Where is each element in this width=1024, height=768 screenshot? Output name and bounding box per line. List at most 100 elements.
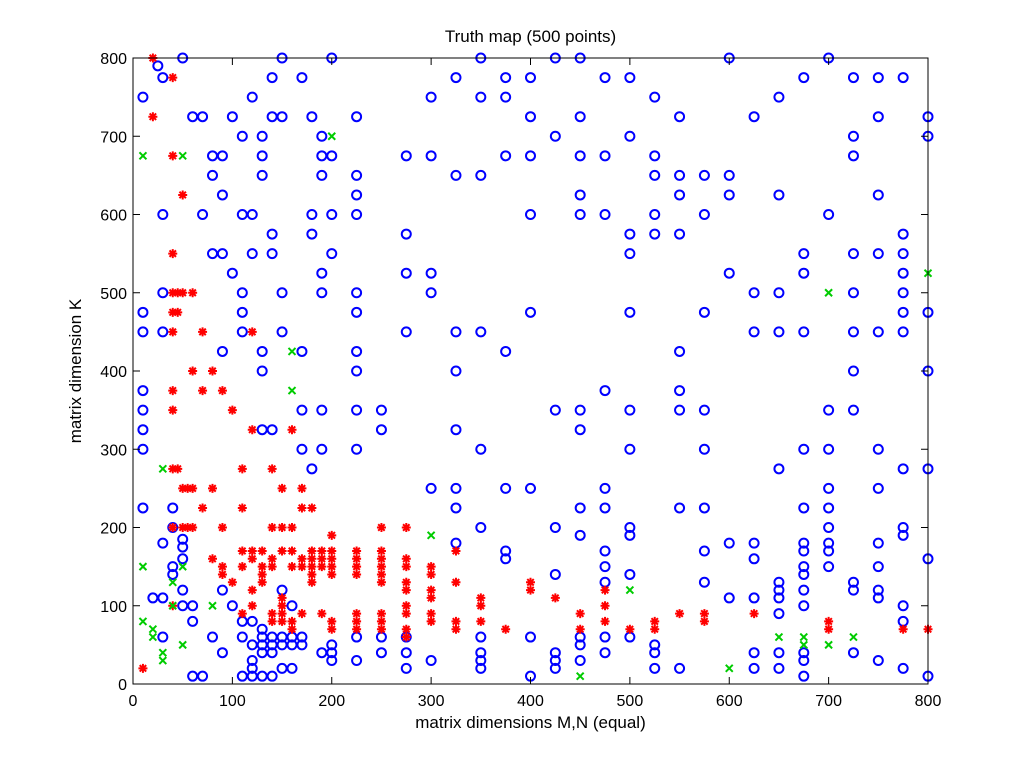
- data-point-star: [178, 483, 188, 493]
- data-point-star: [898, 624, 908, 634]
- data-point-circle: [226, 267, 238, 279]
- data-point-circle: [823, 482, 835, 494]
- data-point-circle: [266, 72, 278, 84]
- data-point-x: [575, 671, 585, 681]
- data-point-star: [208, 554, 217, 564]
- data-point-circle: [137, 91, 149, 103]
- data-point-circle: [599, 561, 611, 573]
- data-point-circle: [574, 639, 586, 651]
- data-point-star: [352, 546, 362, 556]
- data-point-circle: [897, 662, 909, 674]
- data-point-circle: [157, 326, 169, 338]
- data-point-circle: [475, 631, 487, 643]
- data-point-circle: [872, 655, 884, 667]
- data-point-circle: [351, 631, 363, 643]
- data-point-circle: [823, 443, 835, 455]
- data-point-circle: [450, 482, 462, 494]
- data-point-star: [257, 569, 267, 579]
- data-point-x: [208, 601, 217, 610]
- data-point-star: [307, 554, 317, 564]
- data-point-circle: [236, 326, 248, 338]
- data-point-circle: [872, 326, 884, 338]
- data-point-circle: [236, 306, 248, 318]
- data-point-circle: [500, 91, 512, 103]
- data-point-circle: [187, 600, 199, 612]
- data-point-x: [168, 578, 177, 587]
- data-point-star: [208, 483, 217, 493]
- data-point-star: [451, 616, 461, 626]
- data-point-circle: [246, 662, 258, 674]
- data-point-circle: [326, 150, 338, 162]
- data-point-circle: [649, 91, 661, 103]
- data-point-circle: [847, 130, 859, 142]
- data-point-circle: [599, 209, 611, 220]
- data-point-circle: [316, 404, 328, 416]
- data-point-star: [699, 609, 709, 619]
- data-point-x: [138, 617, 148, 626]
- data-point-circle: [296, 345, 308, 357]
- data-point-circle: [897, 326, 909, 338]
- data-point-circle: [400, 662, 412, 674]
- data-point-circle: [847, 287, 859, 299]
- data-point-x: [774, 632, 784, 642]
- data-point-star: [824, 616, 834, 626]
- data-point-circle: [847, 248, 859, 260]
- x-tick-label: 0: [129, 693, 138, 710]
- data-point-circle: [574, 529, 586, 541]
- data-point-star: [287, 546, 297, 556]
- data-point-star: [352, 609, 362, 619]
- data-point-star: [247, 327, 257, 337]
- data-point-star: [168, 327, 178, 337]
- data-point-star: [257, 562, 267, 572]
- data-point-star: [247, 554, 257, 564]
- data-point-circle: [167, 561, 179, 573]
- data-point-circle: [748, 592, 760, 604]
- data-point-circle: [599, 545, 611, 557]
- data-point-star: [237, 562, 247, 572]
- data-point-circle: [316, 130, 328, 142]
- data-point-circle: [549, 568, 561, 580]
- data-point-star: [237, 464, 247, 474]
- data-point-x: [178, 640, 187, 650]
- data-point-circle: [256, 670, 268, 682]
- data-point-circle: [475, 326, 487, 338]
- data-point-circle: [599, 576, 611, 588]
- data-point-star: [401, 562, 411, 572]
- data-point-circle: [574, 655, 586, 667]
- data-point-circle: [574, 502, 586, 514]
- data-point-circle: [276, 584, 288, 596]
- data-point-star: [426, 569, 436, 579]
- data-point-circle: [649, 150, 661, 162]
- data-point-circle: [256, 623, 268, 635]
- data-point-star: [188, 483, 198, 493]
- data-point-star: [327, 546, 337, 556]
- data-point-star: [401, 554, 411, 564]
- data-point-circle: [236, 670, 248, 682]
- data-point-circle: [450, 424, 462, 436]
- data-point-star: [257, 577, 267, 587]
- data-point-star: [287, 523, 297, 532]
- data-point-star: [401, 624, 411, 634]
- data-point-circle: [574, 189, 586, 201]
- data-point-circle: [723, 169, 735, 181]
- data-point-circle: [624, 631, 636, 643]
- data-point-circle: [674, 404, 686, 416]
- data-point-star: [237, 609, 247, 619]
- data-point-circle: [525, 150, 536, 162]
- data-point-star: [317, 554, 327, 564]
- data-point-circle: [157, 209, 169, 220]
- data-point-star: [168, 523, 178, 532]
- x-tick-label: 600: [716, 693, 743, 710]
- data-point-star: [625, 624, 635, 634]
- data-point-circle: [256, 424, 268, 436]
- data-point-circle: [624, 443, 636, 455]
- data-point-circle: [798, 267, 810, 279]
- data-point-star: [297, 609, 307, 619]
- data-point-star: [575, 609, 585, 619]
- data-point-circle: [266, 647, 278, 659]
- data-point-star: [267, 609, 277, 619]
- data-point-circle: [207, 150, 218, 162]
- data-point-circle: [276, 287, 288, 299]
- data-point-circle: [872, 561, 884, 573]
- data-point-circle: [847, 150, 859, 162]
